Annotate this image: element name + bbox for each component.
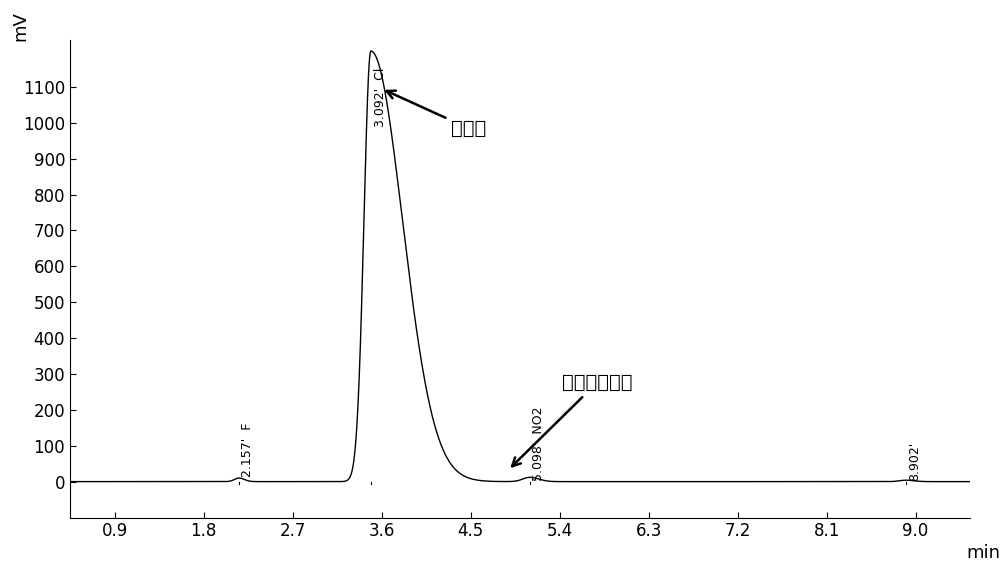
- Text: 氯离子: 氯离子: [387, 91, 486, 137]
- Text: 8.902': 8.902': [908, 442, 921, 481]
- Text: 5.098'  NO2: 5.098' NO2: [532, 407, 545, 481]
- Text: 亚稠酸根离子: 亚稠酸根离子: [512, 373, 632, 466]
- Y-axis label: mV: mV: [12, 11, 30, 41]
- Text: 2.157'  F: 2.157' F: [241, 423, 254, 477]
- Text: 3.092'  Cl: 3.092' Cl: [374, 67, 387, 126]
- X-axis label: min: min: [966, 544, 1000, 562]
